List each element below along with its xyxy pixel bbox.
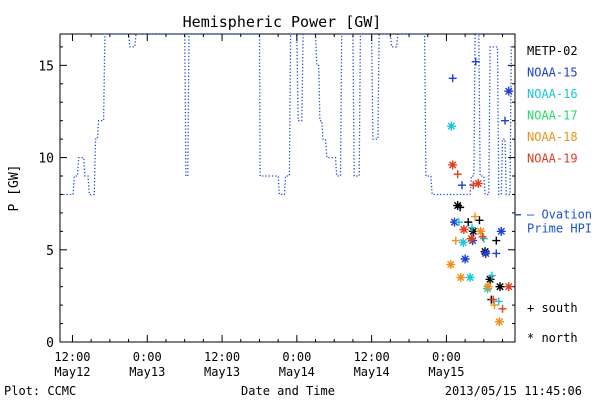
x-tick-day-label: May12 <box>54 365 90 379</box>
noaa-15-south-point <box>458 181 467 190</box>
metp-02-north-point <box>485 274 495 284</box>
noaa-19-north-point <box>459 224 469 234</box>
x-tick-day-label: May13 <box>129 365 165 379</box>
noaa-15-south-point <box>492 249 501 258</box>
noaa-15-north-point <box>481 248 491 258</box>
noaa-16-north-point <box>458 237 468 247</box>
metp-02-north-point <box>495 282 505 292</box>
metp-02-south-point <box>464 218 473 227</box>
noaa-19-north-point <box>466 234 476 244</box>
metp-02-north-point <box>453 201 463 211</box>
legend-ovation-label: — Ovation <box>527 208 592 222</box>
y-tick-label: 0 <box>46 336 54 351</box>
noaa-18-north-point <box>446 260 456 270</box>
noaa-19-north-point <box>504 282 514 292</box>
noaa-18-south-point <box>471 212 480 221</box>
x-tick-day-label: May13 <box>204 365 240 379</box>
x-tick-time-label: 12:00 <box>54 350 90 364</box>
y-axis-label: P [GW] <box>7 165 22 212</box>
noaa-16-south-point <box>479 234 488 243</box>
noaa-16-south-point <box>494 297 503 306</box>
noaa-19-south-point <box>478 232 487 241</box>
noaa-19-south-point <box>498 304 507 313</box>
noaa-18-north-point <box>494 317 504 327</box>
x-tick-day-label: May14 <box>354 365 390 379</box>
x-tick-day-label: May15 <box>428 365 464 379</box>
noaa-15-south-point <box>501 116 510 125</box>
noaa-15-north-point <box>450 217 460 227</box>
footer-plot-credit: Plot: CCMC <box>4 384 76 398</box>
noaa-18-north-point <box>456 272 466 282</box>
footer-timestamp: 2013/05/15 11:45:06 <box>445 384 582 398</box>
legend-entry: NOAA-15 <box>527 66 578 80</box>
noaa-15-north-point <box>460 254 470 264</box>
satellite-markers-layer <box>446 57 514 327</box>
noaa-16-south-point <box>487 271 496 280</box>
legend-north-marker: * north <box>527 331 578 345</box>
x-tick-time-label: 12:00 <box>204 350 240 364</box>
legend: METP-02 NOAA-15 NOAA-16 NOAA-17 NOAA-18 NOAA-… <box>515 44 592 345</box>
ovation-layer <box>60 33 515 196</box>
noaa-18-north-point <box>476 226 486 236</box>
legend-entry: NOAA-18 <box>527 130 578 144</box>
noaa-18-north-point <box>483 282 493 292</box>
noaa-18-south-point <box>490 301 499 310</box>
y-tick-label: 15 <box>38 59 54 74</box>
metp-02-north-point <box>468 226 478 236</box>
noaa-19-north-point <box>448 160 458 170</box>
legend-entry: NOAA-17 <box>527 109 578 123</box>
noaa-19-north-point <box>473 178 483 188</box>
noaa-19-south-point <box>489 295 498 304</box>
ovation-prime-line <box>60 33 515 196</box>
noaa-15-south-point <box>471 57 480 66</box>
noaa-15-south-point <box>448 74 457 83</box>
plot-frame <box>59 33 516 343</box>
noaa-19-south-point <box>453 170 462 179</box>
x-tick-day-label: May14 <box>279 365 315 379</box>
noaa-15-north-point <box>496 226 506 236</box>
noaa-16-south-point <box>454 218 463 227</box>
noaa-16-north-point <box>446 121 456 131</box>
noaa-18-south-point <box>451 236 460 245</box>
legend-entry: NOAA-16 <box>527 87 578 101</box>
x-tick-time-label: 0:00 <box>282 350 311 364</box>
legend-entry: NOAA-19 <box>527 152 578 166</box>
noaa-16-north-point <box>465 272 475 282</box>
y-tick-label: 5 <box>46 244 54 259</box>
legend-ovation-label-line2: Prime HPI <box>527 222 592 236</box>
x-axis-label: Date and Time <box>241 384 335 398</box>
legend-south-marker: + south <box>527 301 578 315</box>
legend-entry: METP-02 <box>527 44 578 58</box>
noaa-16-south-point <box>467 223 476 232</box>
y-tick-label: 10 <box>38 152 54 167</box>
axis-ticks-layer: 05101512:00May120:00May1312:00May130:00M… <box>38 34 515 379</box>
chart-title: Hemispheric Power [GW] <box>183 13 382 31</box>
metp-02-south-point <box>492 236 501 245</box>
x-tick-time-label: 12:00 <box>354 350 390 364</box>
x-tick-time-label: 0:00 <box>432 350 461 364</box>
noaa-15-north-point <box>504 86 514 96</box>
x-tick-time-label: 0:00 <box>133 350 162 364</box>
metp-02-south-point <box>475 216 484 225</box>
